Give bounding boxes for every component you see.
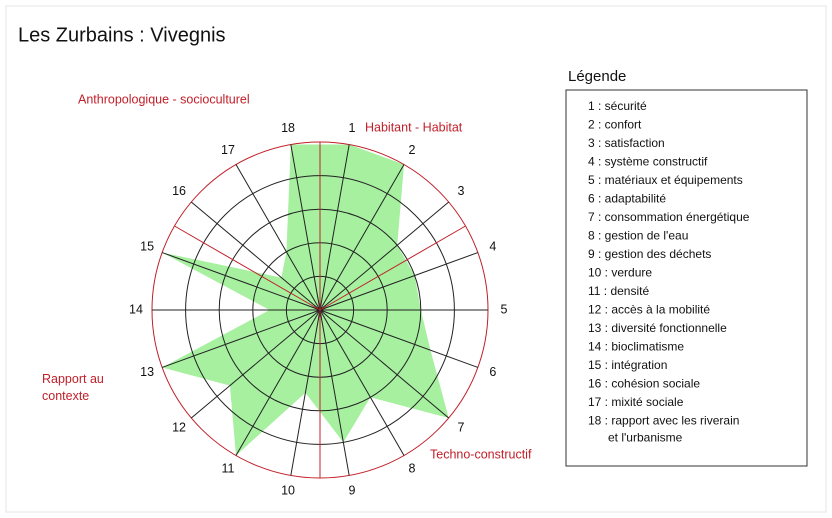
- axis-label: 11: [222, 462, 235, 476]
- axis-label: 2: [409, 143, 416, 157]
- spoke: [319, 309, 405, 456]
- axis-label: 8: [409, 462, 416, 476]
- legend-entry: 10 : verdure: [588, 266, 652, 280]
- legend-entry: 16 : cohésion sociale: [588, 377, 700, 391]
- legend-entry: 8 : gestion de l'eau: [588, 229, 688, 243]
- legend-entry: 7 : consommation énergétique: [588, 210, 750, 224]
- spoke: [319, 309, 479, 368]
- legend-entry: 3 : satisfaction: [588, 136, 665, 150]
- spoke: [319, 252, 479, 311]
- legend-entry: 9 : gestion des déchets: [588, 247, 711, 261]
- group-label: Anthropologique - socioculturel: [78, 92, 250, 106]
- axis-label: 13: [140, 365, 154, 379]
- group-label: Rapport au contexte: [42, 372, 104, 403]
- axis-label: 14: [129, 302, 143, 316]
- legend-title: Légende: [568, 68, 626, 85]
- legend-entry: 15 : intégration: [588, 358, 667, 372]
- spoke: [161, 309, 321, 368]
- axis-label: 18: [281, 121, 295, 135]
- axis-label: 7: [457, 421, 464, 435]
- chart-title: Les Zurbains : Vivegnis: [18, 24, 226, 46]
- spoke: [235, 309, 321, 456]
- legend-entry: 6 : adaptabilité: [588, 192, 666, 206]
- axis-label: 6: [489, 365, 496, 379]
- spoke: [319, 164, 405, 311]
- legend-entry: 14 : bioclimatisme: [588, 340, 684, 354]
- spoke: [190, 309, 321, 419]
- legend-entry: 13 : diversité fonctionnelle: [588, 321, 727, 335]
- axis-label: 1: [348, 121, 355, 135]
- spoke: [319, 309, 450, 419]
- legend-entry: 4 : système constructif: [588, 155, 708, 169]
- legend-entry: 2 : confort: [588, 118, 642, 132]
- spoke: [319, 309, 350, 476]
- legend-entry: 1 : sécurité: [588, 99, 647, 113]
- group-divider: [174, 225, 321, 311]
- axis-label: 10: [281, 484, 295, 498]
- axis-label: 16: [172, 184, 186, 198]
- axis-label: 9: [348, 484, 355, 498]
- axis-label: 12: [172, 421, 186, 435]
- spoke: [190, 201, 321, 311]
- axis-label: 15: [140, 239, 154, 253]
- axis-label: 5: [501, 302, 508, 316]
- spoke: [290, 309, 321, 476]
- group-label: Techno-constructif: [430, 447, 532, 461]
- data-area: [162, 144, 449, 456]
- spoke: [161, 252, 321, 311]
- legend-entry: 17 : mixité sociale: [588, 395, 684, 409]
- group-divider: [319, 225, 466, 311]
- legend-entry: 12 : accès à la mobilité: [588, 303, 710, 317]
- legend-box: [565, 89, 808, 467]
- spoke: [319, 201, 450, 311]
- legend-entry: 18 : rapport avec les riverain et l'urban…: [588, 414, 739, 445]
- axis-label: 3: [457, 184, 464, 198]
- group-label: Habitant - Habitat: [365, 120, 463, 134]
- legend-entry: 5 : matériaux et équipements: [588, 173, 743, 187]
- spoke: [319, 144, 350, 311]
- axis-label: 4: [489, 239, 496, 253]
- spoke: [235, 164, 321, 311]
- axis-label: 17: [221, 143, 235, 157]
- legend-entry: 11 : densité: [588, 284, 649, 298]
- spoke: [290, 144, 321, 311]
